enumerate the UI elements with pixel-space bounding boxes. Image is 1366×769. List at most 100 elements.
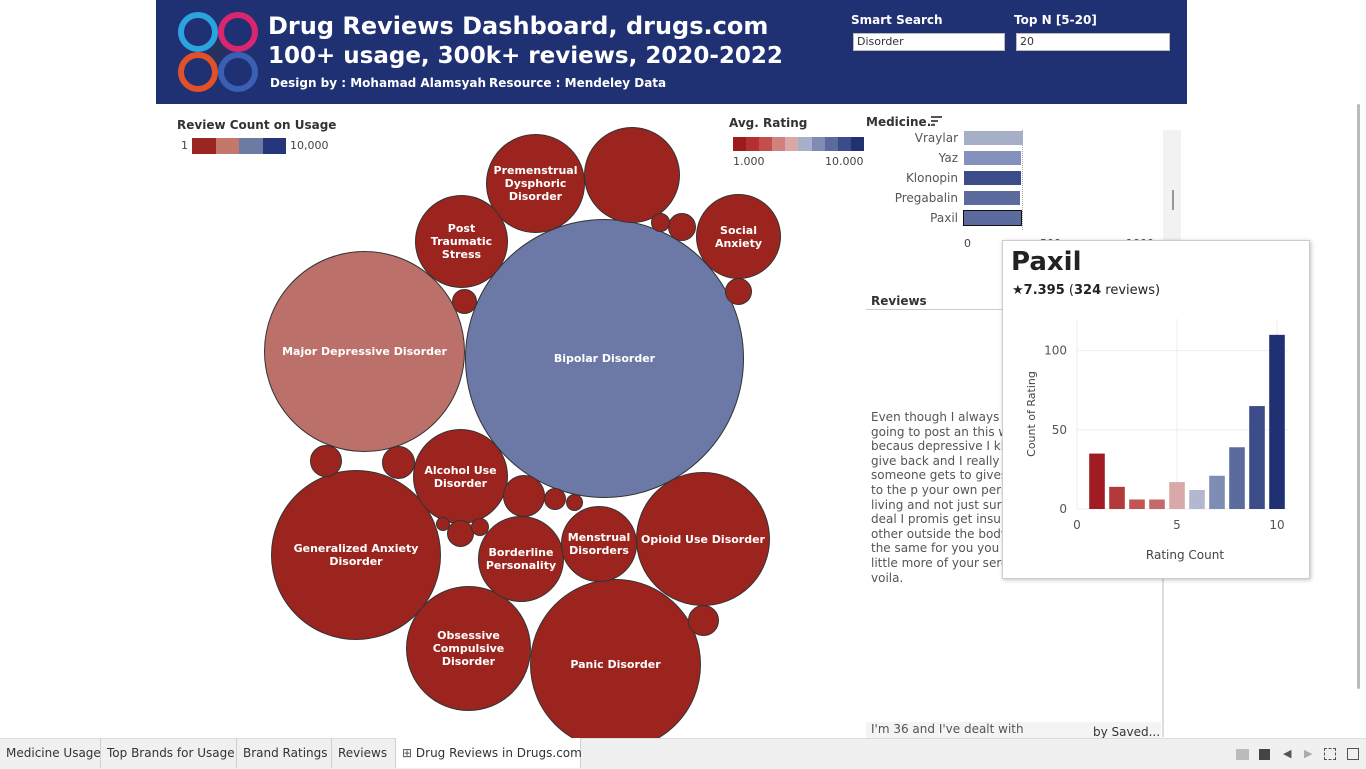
page-scrollbar[interactable] [1355,104,1363,694]
dashboard-title: Drug Reviews Dashboard, drugs.com [268,12,769,40]
bubble-unlabeled[interactable] [688,605,719,636]
dashboard-header [156,0,1187,104]
avg-rating-legend-title: Avg. Rating [729,116,808,130]
design-credit: Design by : Mohamad Alamsyah [270,76,487,90]
medicine-bar-klonopin[interactable] [964,171,1021,185]
medicine-label-vraylar: Vraylar [914,131,958,145]
bubble-menstrual-disorders[interactable]: Menstrual Disorders [561,506,637,582]
bubble-unlabeled[interactable] [310,445,342,477]
histogram-bar [1249,406,1265,509]
resource-credit: Resource : Mendeley Data [489,76,667,90]
dashboard-subtitle: 100+ usage, 300k+ reviews, 2020-2022 [268,43,783,69]
x-tick-label: 10 [1269,518,1284,532]
medicine-bar-pregabalin[interactable] [964,191,1020,205]
bubble-unlabeled[interactable] [544,488,566,510]
x-tick-label: 0 [1073,518,1081,532]
histogram-bar [1149,499,1165,509]
medicine-axis-tick: 0 [964,237,971,250]
review-ramp-swatch [262,138,286,154]
histogram-bar [1209,475,1225,509]
histogram-bar [1129,499,1145,509]
next-sheet-icon[interactable]: ▶ [1304,747,1313,760]
next-review-row[interactable] [866,722,1161,738]
medicine-bar-vraylar[interactable] [964,131,1023,145]
bubble-bipolar-disorder[interactable]: Bipolar Disorder [465,219,744,498]
x-tick-label: 5 [1173,518,1181,532]
review-count-legend-title: Review Count on Usage [177,118,337,132]
bubble-opioid-use-disorder[interactable]: Opioid Use Disorder [636,472,770,606]
medicine-bar-yaz[interactable] [964,151,1021,165]
view-grid-icon[interactable] [1236,749,1249,760]
rating-legend-max: 10.000 [825,155,864,168]
bubble-major-depressive-disorder[interactable]: Major Depressive Disorder [264,251,465,452]
fullscreen-icon[interactable] [1324,748,1336,760]
bubble-unlabeled[interactable] [725,278,752,305]
histogram-bar [1089,453,1105,509]
tabs-menu-icon[interactable] [1347,748,1359,760]
review-color-ramp [192,138,286,154]
bubble-unlabeled[interactable] [452,289,477,314]
bubble-premenstrual-dysphoric-disorder[interactable]: Premenstrual Dysphoric Disorder [486,134,585,233]
bubble-unlabeled[interactable] [471,518,489,536]
sheet-tab-bar [0,738,1366,769]
tooltip-rating-line: ★7.395 (324 reviews) [1012,283,1161,298]
x-axis-label: Rating Count [1146,548,1224,562]
tooltip-drug-name: Paxil [1011,247,1082,277]
tab-reviews[interactable]: Reviews [332,738,396,768]
bubble-unlabeled[interactable] [382,446,415,479]
bubble-social-anxiety[interactable]: Social Anxiety [696,194,781,279]
bubble-panic-disorder[interactable]: Panic Disorder [530,579,701,750]
tab-drug-reviews-in-drugs-com[interactable]: ⊞ Drug Reviews in Drugs.com [396,738,582,768]
y-axis-label: Count of Rating [1025,371,1038,457]
y-tick-label: 0 [1059,502,1067,516]
drug-tooltip: Paxil ★7.395 (324 reviews) 0 50 100 0 5 10 Rat… [1002,240,1310,579]
histogram-bar [1109,486,1125,509]
y-tick-label: 50 [1052,423,1067,437]
review-ramp-swatch [215,138,239,154]
bubble-unlabeled[interactable] [651,213,670,232]
rating-ramp-swatch [811,137,825,151]
medicine-label-klonopin: Klonopin [905,171,958,185]
rating-histogram: 0 50 100 0 5 10 Rating Count Count of Rating [1025,319,1289,562]
bubble-unlabeled[interactable] [668,213,696,241]
top-n-label: Top N [5-20] [1014,13,1097,27]
next-review-author: by Saved... [1093,725,1161,739]
smart-search-input[interactable]: Disorder [853,33,1005,51]
sort-icon[interactable] [931,116,943,126]
tab-brand-ratings[interactable]: Brand Ratings [237,738,332,768]
logo-icon [178,12,258,92]
tab-top-brands-for-usage[interactable]: Top Brands for Usage [101,738,237,768]
bubble-unlabeled[interactable] [503,475,545,517]
tab-medicine-usage[interactable]: Medicine Usage [0,738,101,768]
top-n-input[interactable]: 20 [1016,33,1170,51]
rating-ramp-swatch [837,137,851,151]
bubble-unlabeled[interactable] [447,520,474,547]
prev-sheet-icon[interactable]: ◀ [1283,747,1292,760]
rating-legend-min: 1.000 [733,155,765,168]
dashboard-grid-icon: ⊞ [402,746,413,760]
review-ramp-swatch [239,138,263,154]
bubble-post-traumatic-stress[interactable]: Post Traumatic Stress [415,195,508,288]
bubble-alcohol-use-disorder[interactable]: Alcohol Use Disorder [413,429,508,524]
bubble-obsessive-compulsive-disorder[interactable]: Obsessive Compulsive Disorder [406,586,531,711]
view-single-icon[interactable] [1259,749,1270,760]
reviews-panel-title: Reviews [871,294,927,308]
bubble-unlabeled[interactable] [584,127,680,223]
medicine-label-pregabalin: Pregabalin [894,191,958,205]
histogram-bar [1189,490,1205,509]
histogram-bar [1269,334,1285,509]
rating-ramp-swatch [733,137,747,151]
bubble-unlabeled[interactable] [436,517,450,531]
bubble-generalized-anxiety-disorder[interactable]: Generalized Anxiety Disorder [271,470,441,640]
bubble-borderline-personality[interactable]: Borderline Personality [478,516,564,602]
bubble-unlabeled[interactable] [566,494,583,511]
medicine-scrollbar[interactable] [1163,130,1181,240]
rating-color-ramp [733,137,864,151]
medicine-panel-title: Medicine.. [866,115,936,129]
rating-ramp-swatch [798,137,812,151]
rating-ramp-swatch [824,137,838,151]
bar-reference-line [1022,130,1024,230]
y-tick-label: 100 [1044,344,1067,358]
medicine-bar-paxil[interactable] [963,210,1022,226]
rating-ramp-swatch [772,137,786,151]
